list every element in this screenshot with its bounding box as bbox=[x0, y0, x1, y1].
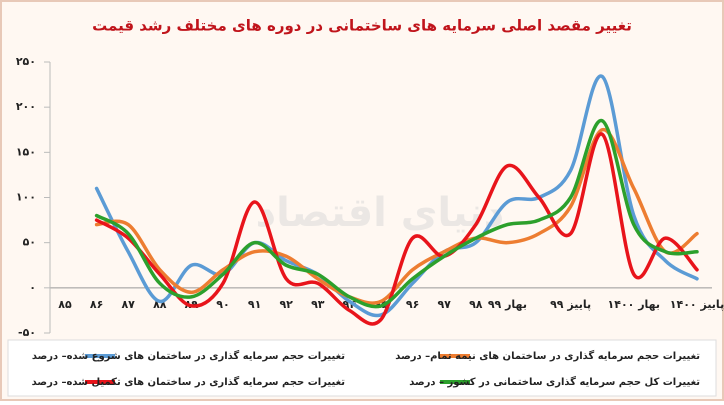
y-tick-label: ۱۵۰ bbox=[16, 145, 36, 158]
legend-label: تغییرات حجم سرمایه گذاری در ساختمان های … bbox=[32, 349, 345, 362]
series-line bbox=[94, 74, 699, 318]
x-tick-label: پاییز ۹۹ bbox=[550, 298, 591, 311]
x-tick-label: ۹۱ bbox=[248, 298, 261, 311]
legend-box bbox=[7, 339, 717, 397]
x-tick-label: ۹۶ bbox=[406, 298, 419, 311]
y-tick-label: ۰ bbox=[29, 281, 36, 294]
y-tick-label: -۵۰ bbox=[18, 326, 36, 339]
series-line bbox=[94, 128, 699, 305]
legend-label: تغییرات حجم سرمایه گذاری در ساختمان های … bbox=[32, 375, 346, 388]
y-tick-label: ۲۵۰ bbox=[16, 55, 36, 68]
x-tick-label: پاییز ۱۴۰۰ bbox=[670, 298, 724, 311]
series-line bbox=[94, 132, 699, 326]
watermark: دنیای اقتصاد bbox=[256, 190, 505, 236]
chart-title: تغییر مقصد اصلی سرمایه های ساختمانی در د… bbox=[92, 17, 632, 35]
legend-label: تغییرات حجم سرمایه گذاری در ساختمان های … bbox=[395, 349, 700, 362]
x-tick-label: ۹۳ bbox=[311, 298, 325, 311]
y-tick-label: ۱۰۰ bbox=[16, 191, 36, 204]
x-tick-label: بهار ۱۴۰۰ bbox=[608, 298, 661, 311]
y-tick-label: ۵۰ bbox=[23, 236, 36, 249]
x-tick-label: ۸۷ bbox=[121, 298, 135, 311]
x-tick-label: ۸۶ bbox=[90, 298, 103, 311]
x-tick-label: بهار ۹۹ bbox=[488, 298, 527, 311]
legend-label: تغییرات کل حجم سرمایه گذاری ساختمانی در … bbox=[409, 375, 700, 388]
x-tick-label: ۸۵ bbox=[58, 298, 72, 311]
x-tick-label: ۹۲ bbox=[279, 298, 293, 311]
series-line bbox=[94, 118, 699, 309]
x-tick-label: ۹۸ bbox=[469, 298, 483, 311]
y-tick-label: ۲۰۰ bbox=[16, 100, 36, 113]
x-tick-label: ۹۰ bbox=[216, 298, 229, 311]
x-tick-label: ۹۷ bbox=[437, 298, 451, 311]
